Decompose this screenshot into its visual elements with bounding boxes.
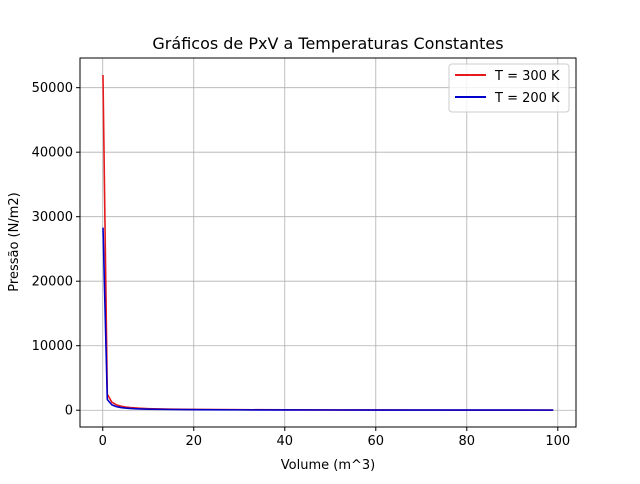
y-axis-label: Pressão (N/m2) bbox=[7, 192, 22, 291]
x-axis-ticks: 0 20 40 60 80 100 bbox=[99, 427, 570, 449]
legend-label-series-1: T = 300 K bbox=[494, 69, 560, 84]
series-lines bbox=[102, 75, 554, 411]
legend-label-series-2: T = 200 K bbox=[494, 91, 560, 106]
legend: T = 300 K T = 200 K bbox=[448, 63, 570, 113]
x-tick-label: 20 bbox=[185, 434, 202, 449]
series-line-2 bbox=[102, 227, 554, 411]
y-tick-label: 40000 bbox=[32, 146, 73, 161]
grid bbox=[80, 58, 576, 427]
x-tick-label: 100 bbox=[545, 434, 570, 449]
x-tick-label: 0 bbox=[99, 434, 107, 449]
y-tick-label: 30000 bbox=[32, 210, 73, 225]
chart-title: Gráficos de PxV a Temperaturas Constante… bbox=[152, 34, 503, 53]
x-tick-label: 40 bbox=[276, 434, 293, 449]
y-tick-label: 10000 bbox=[32, 339, 73, 354]
x-tick-label: 60 bbox=[368, 434, 385, 449]
x-tick-label: 80 bbox=[459, 434, 476, 449]
y-axis-ticks: 0 10000 20000 30000 40000 50000 bbox=[32, 81, 80, 419]
y-tick-label: 20000 bbox=[32, 275, 73, 290]
y-tick-label: 50000 bbox=[32, 81, 73, 96]
y-tick-label: 0 bbox=[65, 404, 73, 419]
plot-frame bbox=[79, 57, 577, 428]
x-axis-label: Volume (m^3) bbox=[281, 458, 375, 473]
